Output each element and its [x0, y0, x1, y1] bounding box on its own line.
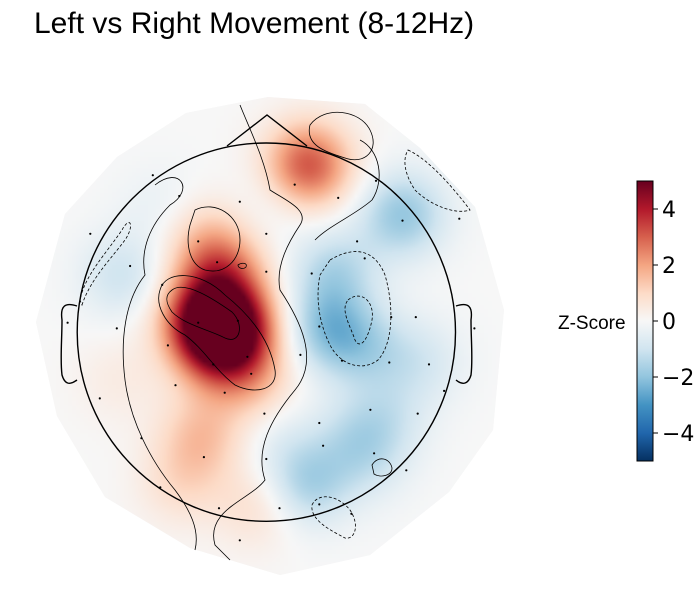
- sensor-dot: [318, 503, 321, 506]
- contour-zero-left: [122, 177, 197, 551]
- sensor-dot: [340, 359, 344, 362]
- sensor-markers: [66, 174, 476, 542]
- right-ear-outline: [455, 303, 473, 384]
- contour-small-pos: [371, 458, 393, 477]
- contour-lines-negative: [79, 149, 471, 539]
- sensor-dot: [129, 264, 132, 268]
- sensor-dot: [390, 316, 393, 319]
- contour-peak-outer: [158, 275, 276, 391]
- contour-neg-bottom: [311, 496, 356, 539]
- sensor-dot: [318, 421, 321, 425]
- sensor-dot: [414, 316, 417, 319]
- sensor-dot: [322, 444, 325, 447]
- contour-zero-main: [213, 104, 307, 561]
- sensor-dot: [356, 240, 359, 243]
- sensor-dot: [265, 270, 268, 273]
- sensor-dot: [212, 363, 215, 366]
- left-ear-outline: [60, 303, 78, 384]
- contour-zero-right: [314, 139, 380, 241]
- sensor-dot: [278, 507, 281, 510]
- head-outline: [76, 142, 457, 523]
- sensor-dot: [401, 219, 404, 222]
- colorbar-tick-label: −2: [662, 366, 694, 391]
- topomap-heatmap: [36, 97, 504, 575]
- sensor-dot: [236, 319, 239, 322]
- sensor-dot: [458, 217, 461, 220]
- sensor-dot: [250, 372, 253, 375]
- sensor-dot: [388, 361, 391, 364]
- colorbar: Z-Score 4 2 0 −2 −4: [558, 180, 694, 462]
- sensor-dot: [140, 437, 143, 440]
- sensor-dot: [405, 469, 408, 472]
- sensor-dot: [202, 456, 205, 459]
- sensor-dot: [443, 389, 446, 392]
- sensor-dot: [89, 232, 92, 235]
- sensor-dot: [115, 327, 118, 330]
- sensor-dot: [216, 261, 219, 264]
- sensor-dot: [263, 412, 266, 415]
- sensor-dot: [217, 507, 221, 510]
- sensor-dot: [174, 384, 177, 387]
- contour-neg-right-inner: [344, 295, 373, 345]
- sensor-dot: [197, 321, 200, 324]
- sensor-dot: [374, 179, 378, 182]
- contour-neg-right: [317, 251, 392, 367]
- sensor-dot: [238, 539, 241, 542]
- nose-outline: [226, 114, 308, 147]
- sensor-dot: [66, 321, 69, 324]
- contour-neg-left: [79, 222, 131, 307]
- sensor-dot: [151, 174, 154, 177]
- sensor-dot: [223, 391, 226, 394]
- contour-peak-inner: [166, 286, 240, 340]
- sensor-dot: [369, 408, 372, 411]
- sensor-dot: [265, 232, 268, 235]
- colorbar-tick-label: 2: [662, 254, 676, 279]
- sensor-dot: [197, 240, 200, 243]
- sensor-dot: [265, 457, 268, 461]
- contour-upper-region: [187, 206, 241, 272]
- sensor-dot: [337, 196, 340, 199]
- colorbar-tick-label: 4: [662, 198, 676, 223]
- sensor-dot: [161, 283, 164, 286]
- sensor-dot: [473, 327, 476, 330]
- contour-lines: [122, 104, 393, 561]
- sensor-dot: [318, 325, 321, 328]
- colorbar-tick-label: −4: [662, 422, 694, 447]
- sensor-dot: [416, 412, 419, 415]
- chart-title: Left vs Right Movement (8-12Hz): [34, 7, 474, 40]
- sensor-dot: [363, 257, 366, 260]
- sensor-dot: [427, 363, 431, 366]
- sensor-dot: [98, 397, 101, 400]
- colorbar-tick-label: 0: [662, 310, 676, 335]
- colorbar-label: Z-Score: [558, 313, 626, 334]
- sensor-dot: [373, 452, 376, 455]
- colorbar-ticks: 4 2 0 −2 −4: [653, 198, 694, 447]
- contour-neg-frontal: [404, 149, 471, 212]
- colorbar-gradient: [636, 180, 654, 462]
- sensor-dot: [350, 512, 353, 515]
- contour-small-loop: [237, 262, 247, 269]
- sensor-dot: [166, 344, 169, 347]
- sensor-dot: [178, 194, 181, 198]
- topomap: [36, 97, 504, 575]
- sensor-dot: [299, 353, 302, 356]
- sensor-dot: [246, 355, 249, 358]
- sensor-dot: [293, 183, 296, 186]
- sensor-dot: [238, 200, 241, 203]
- sensor-dot: [310, 272, 313, 275]
